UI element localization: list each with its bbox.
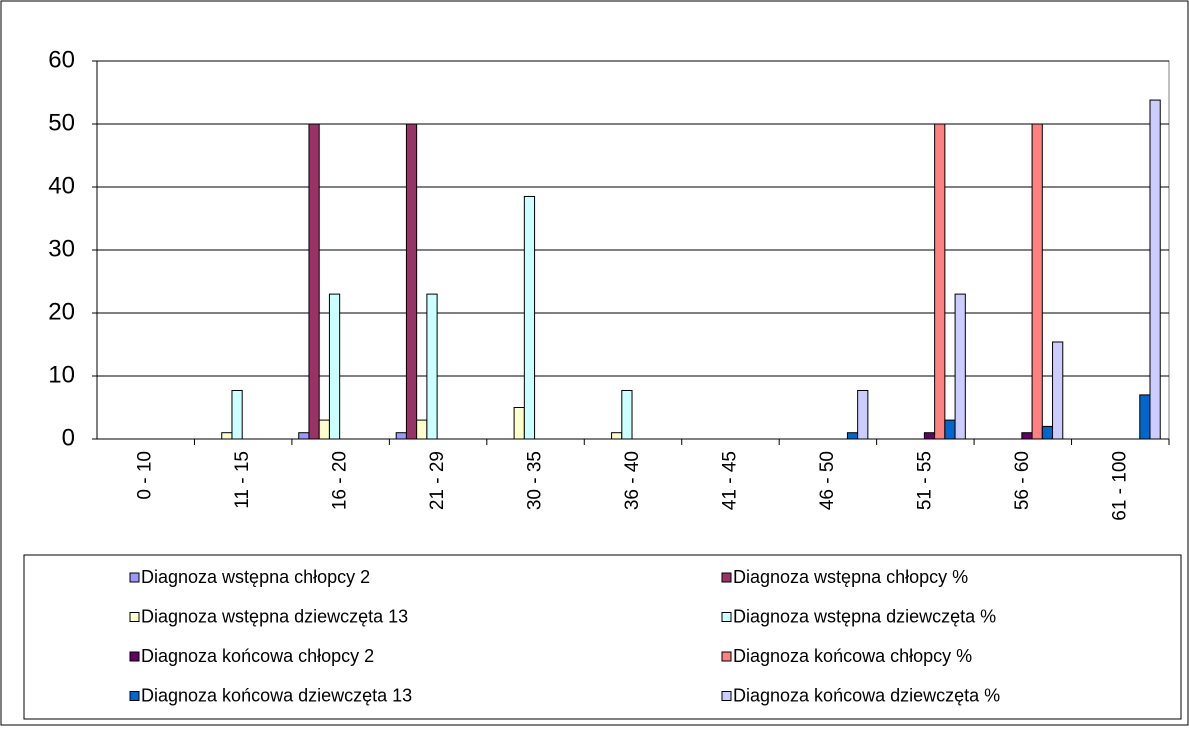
bar [1139,394,1151,440]
x-tick-label: 0 - 10 [135,451,156,500]
bar [318,419,330,440]
legend [23,554,1182,720]
bar [523,195,536,440]
bar [395,432,407,440]
bar [621,389,633,440]
bar [934,123,946,440]
bar [1031,123,1043,440]
y-tick-label: 30 [48,235,75,262]
legend-label: Diagnoza końcowa chłopcy 2 [141,646,374,666]
bar [923,432,936,440]
legend-label: Diagnoza wstępna chłopcy 2 [141,567,370,587]
bar [846,432,859,440]
x-tick-label: 41 - 45 [719,451,740,510]
legend-label: Diagnoza końcowa dziewczęta 13 [141,685,412,705]
x-tick-label: 56 - 60 [1012,451,1033,510]
y-tick-label: 60 [48,46,75,73]
legend-label: Diagnoza wstępna dziewczęta 13 [141,606,408,626]
x-tick-label: 51 - 55 [914,451,935,510]
bar [1149,99,1161,440]
x-tick-label: 46 - 50 [817,451,838,510]
x-tick-label: 30 - 35 [525,451,546,510]
legend-swatch [129,691,140,701]
legend-swatch [721,612,732,622]
bar [221,432,233,440]
bar [426,293,438,440]
bar [308,123,320,440]
legend-label: Diagnoza wstępna chłopcy % [733,567,968,587]
y-tick-label: 40 [48,172,75,199]
legend-swatch [129,612,140,622]
bar [231,389,243,440]
x-tick-label: 61 - 100 [1109,451,1130,521]
bar [298,432,310,440]
legend-label: Diagnoza końcowa chłopcy % [733,646,972,666]
legend-label: Diagnoza końcowa dziewczęta % [733,685,1000,705]
y-tick-label: 10 [48,361,75,388]
legend-label: Diagnoza wstępna dziewczęta % [733,606,996,626]
legend-swatch [721,572,732,583]
bar [405,123,418,440]
bar [416,419,428,440]
bar [944,419,956,440]
legend-swatch [721,651,732,662]
bar [328,293,341,440]
x-tick-label: 11 - 15 [232,451,253,509]
bar [954,293,966,440]
bar [611,432,623,440]
x-tick-label: 21 - 29 [427,451,448,510]
bar [513,407,525,440]
x-tick-label: 36 - 40 [622,451,643,510]
legend-swatch [721,691,732,701]
bar [857,389,869,440]
x-tick-label: 16 - 20 [330,451,351,510]
bar [1041,425,1054,440]
y-tick-label: 50 [48,109,75,136]
y-tick-label: 0 [62,424,75,451]
bar [1052,341,1064,440]
legend-swatch [129,651,140,662]
legend-swatch [129,572,140,583]
y-tick-label: 20 [48,298,75,325]
bar [1021,432,1033,440]
